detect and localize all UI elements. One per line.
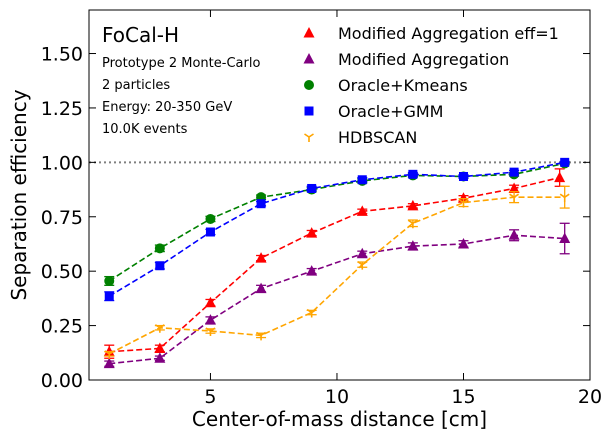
- data-point: [205, 327, 216, 337]
- data-point: [407, 240, 419, 251]
- data-point: [306, 308, 317, 318]
- data-point: [407, 199, 419, 211]
- series-0: [103, 168, 566, 359]
- data-point: [255, 282, 267, 294]
- data-point: [554, 171, 566, 183]
- y-tick-label: 1.25: [41, 98, 83, 120]
- legend-item: Oracle+Kmeans: [304, 76, 468, 95]
- x-tick-label: 15: [451, 386, 475, 408]
- data-point: [205, 227, 215, 237]
- data-point: [155, 261, 165, 271]
- data-point: [509, 193, 520, 203]
- data-point: [559, 193, 570, 203]
- series-1: [103, 222, 571, 369]
- legend-label: Oracle+GMM: [338, 102, 443, 121]
- legend-item: Oracle+GMM: [304, 102, 443, 121]
- data-point: [356, 247, 368, 259]
- y-tick-label: 0.50: [41, 261, 83, 283]
- data-point: [457, 237, 469, 249]
- data-point: [154, 324, 165, 333]
- legend-item: Modified Aggregation: [303, 50, 509, 69]
- series-3: [104, 157, 570, 302]
- data-point: [204, 296, 216, 308]
- plot-frame: [88, 9, 591, 381]
- y-tick-label: 0.75: [41, 207, 83, 229]
- legend-marker: [303, 27, 315, 38]
- data-point: [559, 232, 571, 244]
- series-line: [108, 161, 565, 297]
- series-line: [109, 234, 565, 365]
- data-point: [357, 175, 367, 185]
- data-point: [154, 352, 166, 363]
- legend-label: HDBSCAN: [338, 128, 417, 147]
- data-point: [104, 350, 115, 359]
- data-point: [407, 219, 418, 229]
- annotation-line-events: 10.0K events: [102, 122, 188, 137]
- legend-marker: [304, 80, 314, 90]
- data-point: [104, 275, 115, 286]
- data-point: [509, 167, 519, 177]
- y-axis-label: Separation efficiency: [7, 89, 31, 300]
- data-point: [256, 199, 266, 209]
- data-point: [458, 172, 468, 181]
- legend-label: Modified Aggregation: [338, 50, 509, 69]
- x-tick-label: 5: [204, 386, 216, 408]
- annotation-line-mc: Prototype 2 Monte-Carlo: [102, 56, 260, 71]
- data-point: [103, 345, 115, 357]
- data-point: [306, 227, 318, 238]
- annotation-layer: FoCal-H Prototype 2 Monte-Carlo 2 partic…: [102, 23, 260, 137]
- series-line: [108, 196, 565, 355]
- legend-marker: [304, 133, 314, 142]
- data-point: [154, 342, 166, 353]
- data-point: [255, 252, 267, 263]
- legend-item: Modified Aggregation eff=1: [303, 24, 559, 43]
- series-line: [109, 176, 560, 353]
- legend-item: HDBSCAN: [304, 128, 417, 147]
- legend-marker: [303, 53, 315, 64]
- data-point: [356, 205, 368, 216]
- y-tick-label: 0.25: [41, 316, 83, 338]
- data-point: [154, 243, 165, 254]
- x-tick-label: 20: [578, 386, 602, 408]
- data-point: [103, 357, 115, 369]
- annotation-line-particles: 2 particles: [102, 78, 170, 93]
- plot-layer: [89, 157, 590, 369]
- ticks-layer: 5 10 15 20 0.00 0.25 0.50 0.75 1.00 1.25 1.50: [41, 10, 602, 408]
- data-point: [256, 331, 267, 341]
- data-point: [306, 265, 318, 276]
- y-tick-label: 1.00: [41, 152, 83, 174]
- data-point: [307, 183, 317, 193]
- data-point: [104, 291, 114, 301]
- legend: Modified Aggregation eff=1 Modified Aggre…: [303, 24, 559, 147]
- x-axis-label: Center-of-mass distance [cm]: [192, 407, 487, 431]
- legend-label: Oracle+Kmeans: [338, 76, 468, 95]
- data-point: [205, 213, 216, 224]
- legend-marker: [304, 106, 314, 116]
- data-point: [458, 198, 469, 208]
- x-tick-label: 10: [325, 386, 349, 408]
- y-tick-label: 0.00: [41, 370, 83, 392]
- data-point: [508, 229, 520, 240]
- annotation-title: FoCal-H: [102, 23, 179, 47]
- data-point: [357, 260, 368, 270]
- data-point: [204, 314, 216, 325]
- data-point: [408, 169, 418, 179]
- series-4: [104, 185, 570, 359]
- annotation-line-energy: Energy: 20-350 GeV: [102, 100, 232, 115]
- legend-label: Modified Aggregation eff=1: [338, 24, 559, 43]
- y-tick-label: 1.50: [41, 44, 83, 66]
- data-point: [560, 157, 570, 167]
- data-point: [508, 182, 520, 193]
